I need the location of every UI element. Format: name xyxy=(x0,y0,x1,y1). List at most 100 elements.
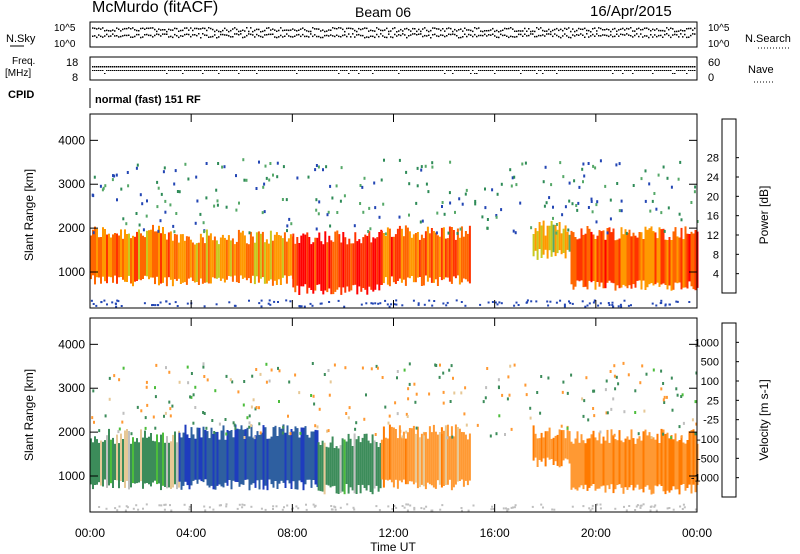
freq-point xyxy=(476,66,478,68)
scatter-point xyxy=(211,419,214,422)
noise-search-point xyxy=(286,33,288,35)
noise-sky-point xyxy=(296,30,298,32)
nave-point xyxy=(168,70,170,71)
noise-search-point xyxy=(658,34,660,37)
freq-point xyxy=(388,66,390,68)
scatter-point xyxy=(555,231,558,235)
data-strip xyxy=(694,229,697,291)
ground-speckle xyxy=(176,305,179,307)
data-strip xyxy=(572,232,575,290)
colorbar-tick-label: 20 xyxy=(707,191,719,203)
scatter-point xyxy=(202,411,205,414)
freq-point xyxy=(136,66,138,68)
data-strip xyxy=(694,434,697,493)
noise-search-point xyxy=(150,34,152,37)
data-strip xyxy=(254,435,257,488)
noise-search-point xyxy=(310,33,312,35)
nave-point xyxy=(502,70,504,71)
nave-point xyxy=(272,70,274,71)
freq-point xyxy=(522,66,524,68)
freq-point xyxy=(398,66,400,68)
nave-point xyxy=(436,70,438,71)
nave-point xyxy=(464,70,466,71)
freq-point xyxy=(678,66,680,68)
noise-sky-point xyxy=(140,27,142,30)
data-strip xyxy=(618,238,621,289)
ground-speckle xyxy=(460,301,463,303)
data-strip xyxy=(104,229,106,282)
nave-point xyxy=(692,70,694,71)
scatter-point xyxy=(378,215,381,219)
noise-sky-point xyxy=(418,28,420,31)
nave-point xyxy=(676,70,678,71)
data-strip xyxy=(339,445,342,493)
freq-point xyxy=(692,66,694,68)
scatter-point xyxy=(446,436,449,440)
noise-search-point xyxy=(376,33,378,36)
data-strip xyxy=(592,234,595,281)
nave-point xyxy=(640,70,642,71)
data-strip xyxy=(286,425,289,481)
ground-speckle xyxy=(407,503,410,506)
noise-sky-point xyxy=(464,27,466,29)
ground-speckle xyxy=(413,508,416,511)
data-strip xyxy=(416,426,419,489)
scatter-point xyxy=(374,206,377,210)
freq-point xyxy=(162,66,164,68)
data-strip xyxy=(148,230,150,280)
nave-point xyxy=(364,70,366,71)
data-strip xyxy=(257,231,260,283)
data-strip xyxy=(264,427,267,486)
scatter-point xyxy=(122,366,125,370)
noise-sky-point xyxy=(224,27,226,30)
data-strip xyxy=(172,434,174,488)
data-strip xyxy=(682,442,685,484)
noise-search-point xyxy=(592,33,594,36)
scatter-point xyxy=(252,398,255,402)
noise-search-point xyxy=(350,36,352,38)
scatter-point xyxy=(513,363,516,367)
data-strip xyxy=(606,228,609,283)
noise-search-point xyxy=(172,36,174,39)
freq-point xyxy=(312,66,314,68)
ground-speckle xyxy=(352,506,355,509)
noise-search-point xyxy=(380,33,382,35)
data-strip xyxy=(608,442,611,490)
scatter-point xyxy=(152,415,155,419)
scatter-point xyxy=(694,432,697,436)
freq-point xyxy=(172,66,174,68)
data-strip xyxy=(408,231,411,279)
data-strip xyxy=(292,431,295,482)
nave-point xyxy=(258,70,260,71)
ground-speckle xyxy=(174,301,177,304)
data-strip xyxy=(363,433,366,488)
colorbar-tick-label: 100 xyxy=(701,376,719,388)
data-strip xyxy=(606,429,609,486)
nave-point xyxy=(244,70,246,71)
noise-search-point xyxy=(518,33,520,36)
freq-point xyxy=(372,66,374,68)
data-strip xyxy=(331,436,334,487)
nave-point xyxy=(118,70,120,71)
freq-point xyxy=(362,66,364,68)
noise-search-point xyxy=(354,36,356,38)
scatter-point xyxy=(130,432,133,436)
data-strip xyxy=(632,232,635,285)
scatter-point xyxy=(500,182,503,186)
noise-search-point xyxy=(156,33,158,35)
data-strip xyxy=(540,225,543,258)
noise-sky-point xyxy=(276,30,278,32)
freq-point xyxy=(554,66,556,68)
nave-point xyxy=(468,70,470,71)
nave-point xyxy=(226,70,228,71)
ground-speckle xyxy=(188,508,191,511)
noise-sky-point xyxy=(244,30,246,32)
noise-search-point xyxy=(366,36,368,38)
noise-sky-point xyxy=(432,27,434,29)
noise-search-point xyxy=(142,36,144,38)
nave-point xyxy=(576,70,578,71)
noise-sky-point xyxy=(208,27,210,29)
ground-speckle xyxy=(599,503,602,506)
freq-point xyxy=(234,66,236,68)
nave-point xyxy=(450,70,452,71)
